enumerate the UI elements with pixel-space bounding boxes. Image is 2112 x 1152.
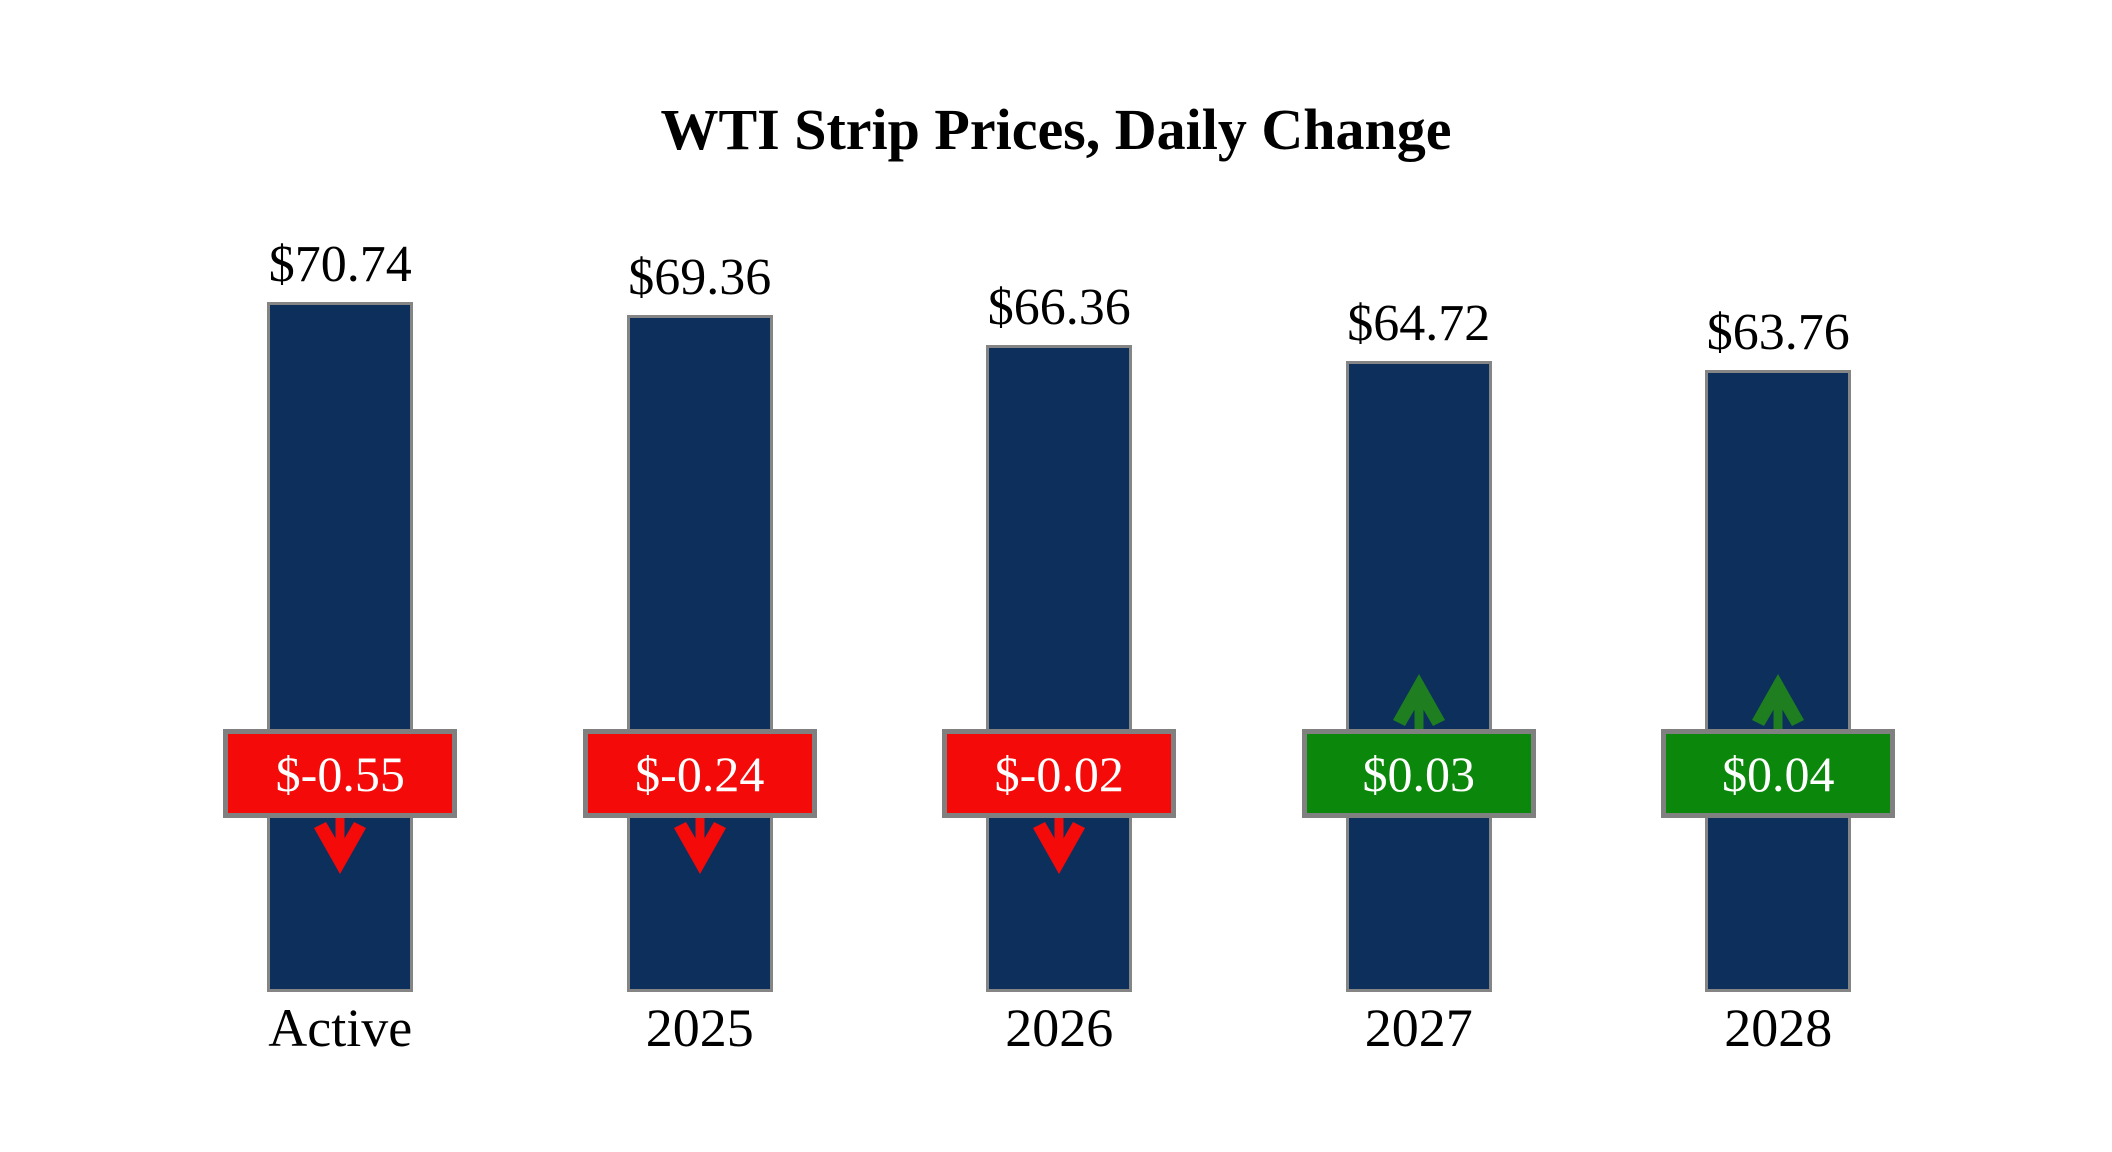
category-label: 2026 <box>1005 998 1114 1058</box>
bar-column: $70.74 $-0.55 Active <box>161 0 521 1152</box>
bar-value-label: $63.76 <box>1706 304 1850 361</box>
category-label: Active <box>268 998 413 1058</box>
bar-column: $64.72 $0.03 2027 <box>1239 0 1599 1152</box>
bar-value-label: $69.36 <box>628 249 772 306</box>
category-label: 2027 <box>1364 998 1473 1058</box>
arrow-up-icon <box>1752 674 1805 732</box>
change-box-positive: $0.04 <box>1661 729 1896 818</box>
category-label: 2028 <box>1724 998 1833 1058</box>
change-box-negative: $-0.02 <box>942 729 1177 818</box>
bar-value-label: $70.74 <box>268 236 412 293</box>
price-bar <box>986 345 1133 992</box>
change-box-negative: $-0.24 <box>582 729 817 818</box>
price-bar <box>626 315 773 992</box>
chart-title: WTI Strip Prices, Daily Change <box>660 97 1452 162</box>
bar-value-label: $66.36 <box>987 279 1131 336</box>
category-label: 2025 <box>645 998 754 1058</box>
arrow-down-icon <box>314 816 367 874</box>
arrow-down-icon <box>1033 816 1086 874</box>
change-box-positive: $0.03 <box>1301 729 1536 818</box>
change-box-negative: $-0.55 <box>223 729 458 818</box>
bar-value-label: $64.72 <box>1347 295 1491 352</box>
arrow-up-icon <box>1392 674 1445 732</box>
price-bar <box>267 302 414 992</box>
bar-column: $66.36 $-0.02 2026 <box>880 0 1240 1152</box>
bar-column: $63.76 $0.04 2028 <box>1599 0 1959 1152</box>
bar-column: $69.36 $-0.24 2025 <box>520 0 880 1152</box>
arrow-down-icon <box>673 816 726 874</box>
